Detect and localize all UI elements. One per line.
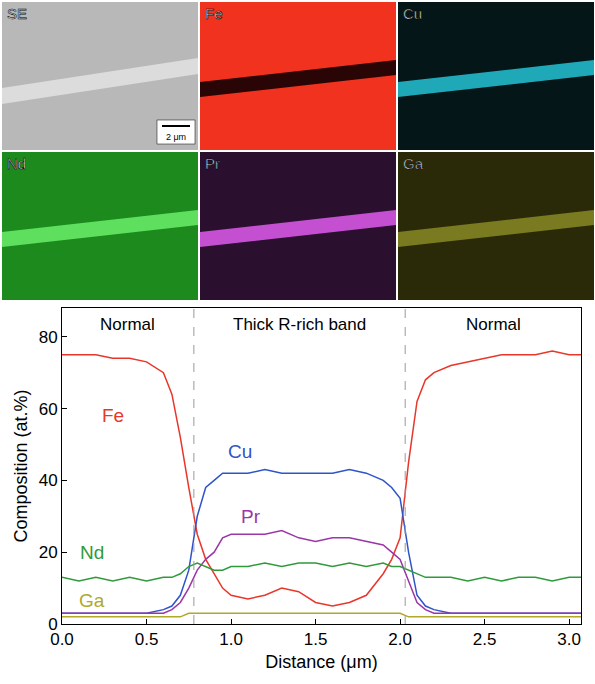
svg-text:Nd: Nd — [7, 155, 26, 172]
svg-text:Normal: Normal — [466, 315, 521, 334]
svg-text:0.5: 0.5 — [135, 630, 159, 649]
svg-text:80: 80 — [39, 328, 58, 347]
svg-text:Cu: Cu — [403, 5, 422, 22]
svg-text:60: 60 — [39, 400, 58, 419]
svg-text:3.0: 3.0 — [557, 630, 581, 649]
svg-text:Composition (at.%): Composition (at.%) — [11, 389, 31, 542]
svg-text:20: 20 — [39, 543, 58, 562]
svg-text:Cu: Cu — [228, 441, 252, 462]
svg-text:Ga: Ga — [403, 155, 424, 172]
svg-text:0.0: 0.0 — [50, 630, 74, 649]
svg-text:40: 40 — [39, 471, 58, 490]
svg-text:Normal: Normal — [100, 315, 155, 334]
svg-text:0: 0 — [48, 615, 57, 634]
svg-text:1.5: 1.5 — [304, 630, 328, 649]
svg-text:1.0: 1.0 — [219, 630, 243, 649]
svg-text:2.5: 2.5 — [473, 630, 497, 649]
svg-text:SE: SE — [7, 5, 27, 22]
svg-text:2.0: 2.0 — [388, 630, 412, 649]
svg-text:Nd: Nd — [80, 542, 104, 563]
svg-text:Distance (μm): Distance (μm) — [265, 652, 377, 672]
svg-text:2 μm: 2 μm — [166, 132, 186, 142]
svg-text:Pr: Pr — [205, 155, 220, 172]
svg-text:Ga: Ga — [79, 590, 105, 611]
svg-text:Pr: Pr — [241, 506, 261, 527]
svg-text:Thick R-rich band: Thick R-rich band — [233, 315, 366, 334]
svg-text:Fe: Fe — [205, 5, 223, 22]
svg-text:Fe: Fe — [102, 405, 124, 426]
